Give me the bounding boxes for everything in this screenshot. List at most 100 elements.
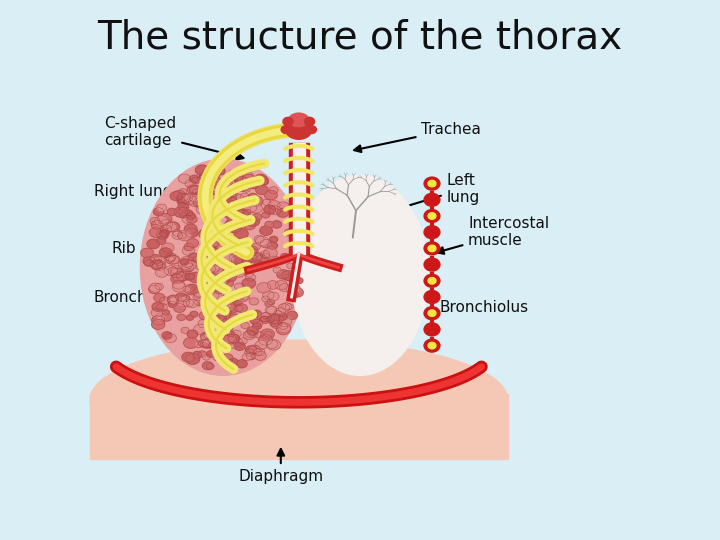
Circle shape bbox=[179, 259, 192, 269]
Circle shape bbox=[186, 228, 198, 238]
Ellipse shape bbox=[424, 291, 440, 303]
Circle shape bbox=[167, 295, 179, 304]
Circle shape bbox=[203, 332, 212, 339]
Circle shape bbox=[294, 241, 303, 248]
Circle shape bbox=[205, 183, 218, 192]
Circle shape bbox=[173, 280, 184, 289]
Circle shape bbox=[255, 174, 266, 183]
Circle shape bbox=[160, 297, 170, 305]
Circle shape bbox=[222, 254, 234, 262]
Circle shape bbox=[253, 319, 263, 327]
Circle shape bbox=[184, 338, 198, 348]
Circle shape bbox=[222, 299, 230, 305]
Circle shape bbox=[246, 216, 260, 226]
Circle shape bbox=[222, 312, 230, 318]
Circle shape bbox=[179, 188, 186, 194]
Circle shape bbox=[234, 342, 245, 350]
Circle shape bbox=[234, 269, 245, 277]
Circle shape bbox=[213, 177, 221, 183]
Circle shape bbox=[223, 293, 238, 303]
Circle shape bbox=[158, 232, 168, 240]
Circle shape bbox=[287, 311, 297, 320]
Circle shape bbox=[229, 253, 243, 264]
Circle shape bbox=[235, 177, 248, 186]
Circle shape bbox=[174, 303, 185, 312]
Circle shape bbox=[253, 310, 261, 316]
Circle shape bbox=[279, 284, 290, 292]
Circle shape bbox=[231, 255, 243, 265]
Circle shape bbox=[204, 172, 217, 181]
Circle shape bbox=[205, 249, 214, 256]
Circle shape bbox=[172, 231, 183, 239]
Circle shape bbox=[278, 316, 292, 327]
Circle shape bbox=[251, 204, 263, 213]
Circle shape bbox=[210, 186, 217, 192]
Circle shape bbox=[152, 320, 165, 329]
Circle shape bbox=[258, 261, 266, 268]
Circle shape bbox=[223, 319, 230, 324]
Circle shape bbox=[207, 314, 220, 324]
Circle shape bbox=[277, 202, 289, 211]
Circle shape bbox=[174, 207, 188, 217]
Circle shape bbox=[246, 353, 256, 360]
Circle shape bbox=[210, 188, 219, 195]
Circle shape bbox=[181, 295, 189, 301]
Circle shape bbox=[167, 208, 176, 215]
Circle shape bbox=[217, 315, 227, 322]
Circle shape bbox=[246, 247, 257, 256]
Circle shape bbox=[262, 212, 270, 218]
Circle shape bbox=[207, 165, 215, 172]
Circle shape bbox=[249, 298, 258, 305]
Circle shape bbox=[204, 330, 215, 339]
Circle shape bbox=[145, 260, 153, 266]
Circle shape bbox=[228, 194, 237, 200]
Circle shape bbox=[149, 228, 163, 238]
Circle shape bbox=[236, 360, 247, 368]
Circle shape bbox=[171, 266, 182, 274]
Circle shape bbox=[227, 215, 235, 221]
Circle shape bbox=[243, 330, 255, 340]
Circle shape bbox=[184, 244, 194, 251]
Ellipse shape bbox=[424, 339, 440, 352]
Circle shape bbox=[261, 313, 270, 319]
Circle shape bbox=[194, 324, 207, 335]
Circle shape bbox=[177, 193, 188, 201]
Circle shape bbox=[221, 323, 233, 332]
Circle shape bbox=[204, 208, 215, 216]
Circle shape bbox=[193, 292, 204, 301]
Circle shape bbox=[234, 174, 243, 181]
Circle shape bbox=[224, 293, 236, 302]
Circle shape bbox=[182, 352, 194, 362]
Circle shape bbox=[220, 299, 232, 308]
Circle shape bbox=[198, 351, 206, 357]
Circle shape bbox=[150, 259, 163, 269]
Circle shape bbox=[265, 301, 272, 307]
Circle shape bbox=[183, 286, 191, 292]
Circle shape bbox=[235, 300, 242, 306]
Circle shape bbox=[213, 354, 222, 361]
Circle shape bbox=[244, 179, 255, 187]
Circle shape bbox=[182, 215, 192, 223]
Circle shape bbox=[184, 273, 194, 280]
Circle shape bbox=[287, 263, 294, 269]
Circle shape bbox=[190, 311, 198, 317]
Circle shape bbox=[211, 301, 222, 309]
Ellipse shape bbox=[428, 278, 436, 284]
Ellipse shape bbox=[283, 117, 293, 126]
Text: Rib: Rib bbox=[112, 241, 207, 261]
Circle shape bbox=[164, 256, 174, 263]
Circle shape bbox=[199, 311, 210, 320]
Circle shape bbox=[250, 317, 259, 324]
Bar bbox=[289, 143, 309, 254]
Circle shape bbox=[162, 332, 172, 339]
Circle shape bbox=[224, 266, 235, 275]
Circle shape bbox=[289, 241, 300, 250]
Circle shape bbox=[181, 193, 193, 202]
Circle shape bbox=[255, 260, 262, 266]
Circle shape bbox=[253, 349, 262, 355]
Circle shape bbox=[261, 329, 274, 339]
Circle shape bbox=[210, 265, 222, 274]
Circle shape bbox=[243, 174, 255, 184]
Circle shape bbox=[261, 251, 270, 258]
Circle shape bbox=[215, 288, 223, 294]
